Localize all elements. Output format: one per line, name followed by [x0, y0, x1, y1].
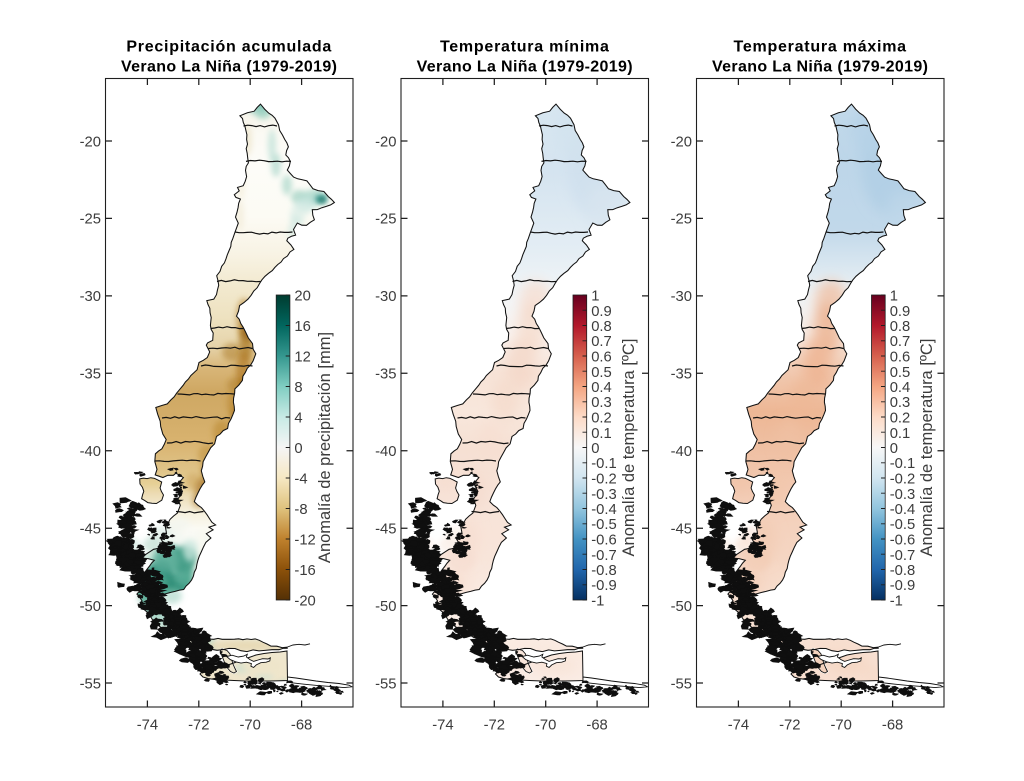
- svg-text:1: 1: [890, 289, 898, 305]
- svg-text:-45: -45: [375, 522, 396, 538]
- svg-text:-0.6: -0.6: [591, 533, 617, 549]
- svg-text:-50: -50: [671, 599, 692, 615]
- svg-text:-0.5: -0.5: [591, 517, 617, 533]
- svg-text:Anomalía de precipitación [mm]: Anomalía de precipitación [mm]: [316, 332, 334, 563]
- svg-text:20: 20: [294, 289, 310, 305]
- svg-text:-30: -30: [375, 289, 396, 305]
- svg-text:Precipitación acumulada: Precipitación acumulada: [126, 39, 332, 56]
- svg-text:-25: -25: [671, 212, 692, 228]
- svg-text:-55: -55: [671, 676, 692, 692]
- svg-text:0.7: 0.7: [591, 334, 612, 350]
- svg-text:Anomalía de temperatura [ºC]: Anomalía de temperatura [ºC]: [620, 339, 638, 557]
- svg-text:-0.4: -0.4: [890, 502, 916, 518]
- svg-text:-35: -35: [80, 367, 101, 383]
- svg-text:-1: -1: [591, 594, 604, 610]
- svg-text:0.8: 0.8: [890, 319, 911, 335]
- svg-text:-0.2: -0.2: [890, 472, 916, 488]
- svg-text:0.1: 0.1: [591, 426, 612, 442]
- svg-text:0.9: 0.9: [890, 304, 911, 320]
- svg-text:-55: -55: [80, 676, 101, 692]
- svg-text:Verano La Niña (1979-2019): Verano La Niña (1979-2019): [712, 59, 928, 76]
- svg-text:0: 0: [591, 441, 599, 457]
- svg-text:-55: -55: [375, 676, 396, 692]
- svg-text:0: 0: [294, 441, 302, 457]
- svg-text:-0.9: -0.9: [591, 578, 617, 594]
- svg-text:-74: -74: [432, 718, 453, 734]
- svg-text:-0.3: -0.3: [591, 487, 617, 503]
- svg-text:0.2: 0.2: [890, 411, 911, 427]
- svg-text:0.4: 0.4: [890, 380, 911, 396]
- svg-text:0.6: 0.6: [591, 350, 612, 366]
- svg-text:-0.9: -0.9: [890, 578, 916, 594]
- svg-text:-25: -25: [80, 212, 101, 228]
- svg-text:-12: -12: [294, 533, 315, 549]
- svg-text:0.8: 0.8: [591, 319, 612, 335]
- svg-text:-40: -40: [375, 444, 396, 460]
- svg-text:-20: -20: [671, 134, 692, 150]
- svg-text:-20: -20: [375, 134, 396, 150]
- svg-text:-35: -35: [375, 367, 396, 383]
- svg-text:-72: -72: [484, 718, 505, 734]
- svg-text:1: 1: [591, 289, 599, 305]
- svg-text:0.3: 0.3: [591, 395, 612, 411]
- svg-text:0.9: 0.9: [591, 304, 612, 320]
- svg-text:0: 0: [890, 441, 898, 457]
- svg-text:0.2: 0.2: [591, 411, 612, 427]
- svg-text:-30: -30: [80, 289, 101, 305]
- svg-text:-35: -35: [671, 367, 692, 383]
- svg-text:Verano La Niña (1979-2019): Verano La Niña (1979-2019): [417, 59, 633, 76]
- svg-text:0.5: 0.5: [591, 365, 612, 381]
- svg-text:-68: -68: [586, 718, 607, 734]
- svg-text:Temperatura máxima: Temperatura máxima: [734, 39, 907, 56]
- svg-text:-20: -20: [294, 594, 315, 610]
- svg-text:-0.8: -0.8: [591, 563, 617, 579]
- svg-text:0.4: 0.4: [591, 380, 612, 396]
- svg-text:-74: -74: [137, 718, 158, 734]
- svg-text:0.1: 0.1: [890, 426, 911, 442]
- svg-text:4: 4: [294, 411, 302, 427]
- svg-text:0.3: 0.3: [890, 395, 911, 411]
- svg-text:0.7: 0.7: [890, 334, 911, 350]
- svg-text:-25: -25: [375, 212, 396, 228]
- svg-text:-45: -45: [80, 522, 101, 538]
- svg-text:-0.1: -0.1: [591, 456, 617, 472]
- svg-text:-0.6: -0.6: [890, 533, 916, 549]
- svg-text:16: 16: [294, 319, 310, 335]
- svg-text:-45: -45: [671, 522, 692, 538]
- svg-text:-0.5: -0.5: [890, 517, 916, 533]
- svg-text:Anomalía de temperatura [ºC]: Anomalía de temperatura [ºC]: [918, 339, 936, 557]
- svg-text:8: 8: [294, 380, 302, 396]
- svg-text:-1: -1: [890, 594, 903, 610]
- svg-text:-74: -74: [728, 718, 749, 734]
- svg-text:-20: -20: [80, 134, 101, 150]
- svg-text:-68: -68: [882, 718, 903, 734]
- svg-text:-8: -8: [294, 502, 307, 518]
- svg-text:-72: -72: [188, 718, 209, 734]
- svg-text:-4: -4: [294, 472, 307, 488]
- svg-text:-0.7: -0.7: [890, 548, 916, 564]
- svg-text:-30: -30: [671, 289, 692, 305]
- svg-text:-70: -70: [535, 718, 556, 734]
- svg-text:-0.2: -0.2: [591, 472, 617, 488]
- svg-text:-0.8: -0.8: [890, 563, 916, 579]
- svg-text:-50: -50: [375, 599, 396, 615]
- svg-text:-70: -70: [831, 718, 852, 734]
- svg-text:Verano La Niña (1979-2019): Verano La Niña (1979-2019): [121, 59, 337, 76]
- svg-text:-0.7: -0.7: [591, 548, 617, 564]
- svg-text:0.5: 0.5: [890, 365, 911, 381]
- svg-text:-0.3: -0.3: [890, 487, 916, 503]
- svg-text:-70: -70: [240, 718, 261, 734]
- svg-text:12: 12: [294, 350, 310, 366]
- svg-text:-68: -68: [291, 718, 312, 734]
- svg-text:-40: -40: [671, 444, 692, 460]
- svg-text:-40: -40: [80, 444, 101, 460]
- svg-text:-72: -72: [779, 718, 800, 734]
- svg-text:-50: -50: [80, 599, 101, 615]
- svg-text:-0.1: -0.1: [890, 456, 916, 472]
- svg-text:-16: -16: [294, 563, 315, 579]
- svg-text:-0.4: -0.4: [591, 502, 617, 518]
- svg-text:0.6: 0.6: [890, 350, 911, 366]
- svg-text:Temperatura mínima: Temperatura mínima: [440, 39, 610, 56]
